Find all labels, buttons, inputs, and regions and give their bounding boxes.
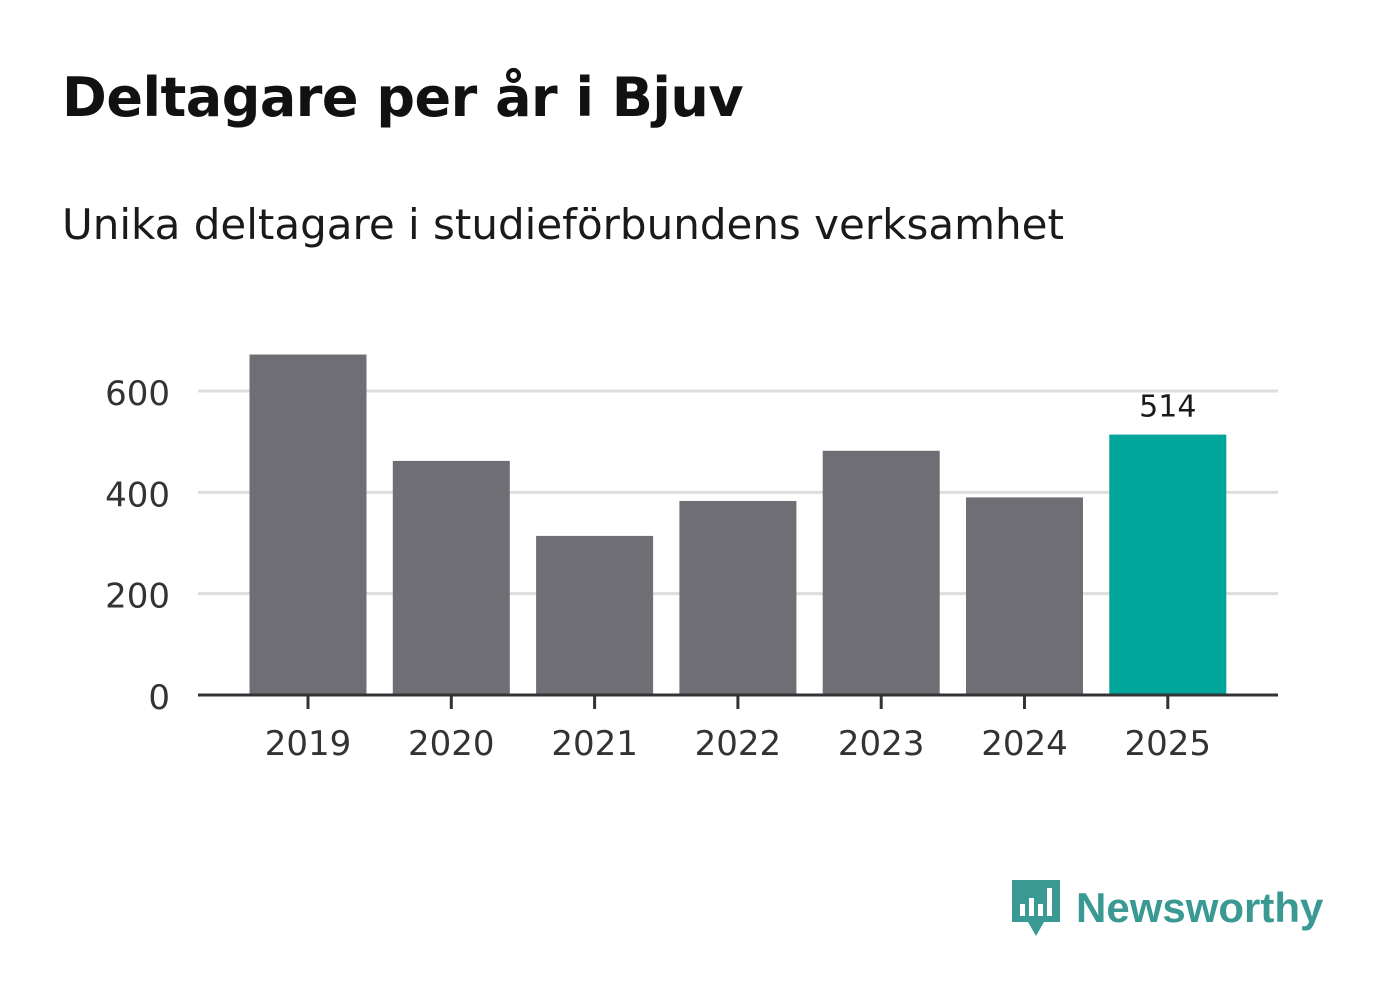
y-tick-label: 600 [105,374,170,414]
bar-2025 [1109,434,1227,695]
x-tick-label: 2020 [408,724,495,764]
brand-logo: Newsworthy [1010,878,1323,938]
bar-2024 [966,497,1083,695]
bar-2021 [536,535,654,695]
chart-title: Deltagare per år i Bjuv [62,66,744,129]
data-label: 514 [1139,390,1196,425]
bar-2020 [392,460,510,695]
bar-2023 [822,450,940,695]
y-tick-label: 200 [105,577,170,617]
x-tick-label: 2023 [838,724,925,764]
chart-subtitle: Unika deltagare i studieförbundens verks… [62,200,1064,249]
x-tick-label: 2022 [695,724,782,764]
y-tick-label: 400 [105,475,170,515]
y-tick-label: 0 [148,678,170,718]
x-tick-label: 2021 [551,724,638,764]
bar-2022 [679,500,797,695]
bar-2019 [249,354,367,695]
x-tick-label: 2025 [1125,724,1212,764]
x-tick-label: 2019 [265,724,352,764]
newsworthy-logo-icon [1012,880,1060,936]
brand-name: Newsworthy [1076,884,1324,931]
x-tick-label: 2024 [981,724,1068,764]
